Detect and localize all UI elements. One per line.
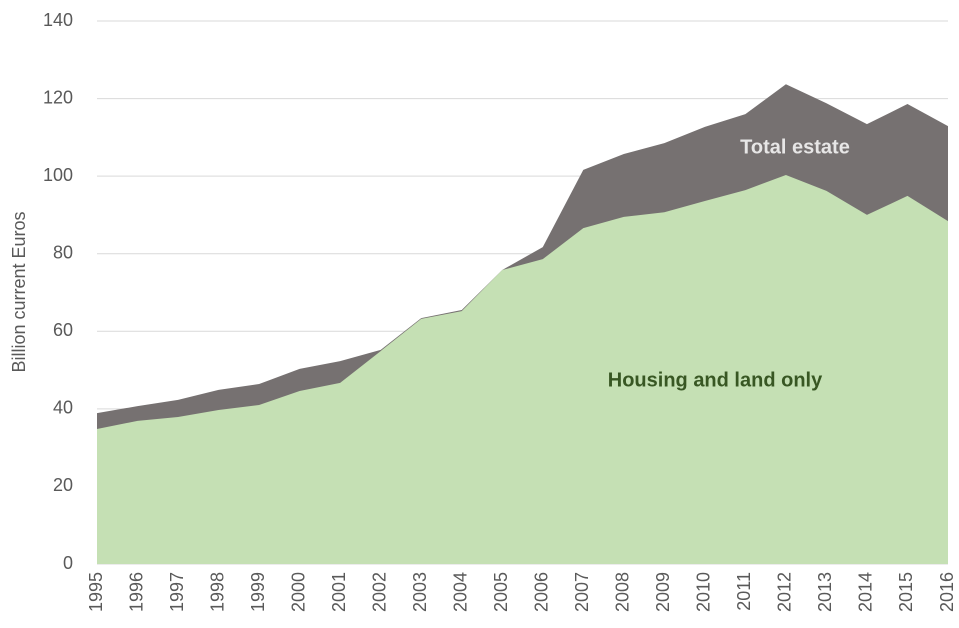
x-tick-label: 1999 [248, 572, 268, 612]
x-tick-label: 2009 [653, 572, 673, 612]
y-tick-label: 120 [43, 87, 73, 107]
y-tick-label: 140 [43, 10, 73, 30]
x-tick-label: 2010 [694, 572, 714, 612]
x-tick-label: 2016 [937, 572, 957, 612]
x-tick-label: 2015 [896, 572, 916, 612]
x-tick-label: 2004 [450, 572, 470, 612]
x-tick-label: 2003 [410, 572, 430, 612]
x-tick-label: 2001 [329, 572, 349, 612]
x-tick-label: 1997 [167, 572, 187, 612]
y-tick-label: 60 [53, 320, 73, 340]
x-tick-label: 2012 [775, 572, 795, 612]
x-tick-label: 2013 [815, 572, 835, 612]
series-label: Housing and land only [608, 369, 823, 391]
y-tick-label: 20 [53, 475, 73, 495]
x-tick-label: 2005 [491, 572, 511, 612]
x-tick-label: 2000 [288, 572, 308, 612]
y-tick-label: 40 [53, 398, 73, 418]
y-tick-label: 0 [63, 553, 73, 573]
series-label: Total estate [740, 136, 850, 158]
x-tick-label: 2011 [734, 572, 754, 611]
x-tick-label: 1996 [126, 572, 146, 612]
x-tick-label: 2002 [369, 572, 389, 612]
y-tick-label: 100 [43, 165, 73, 185]
x-tick-label: 2007 [572, 572, 592, 612]
x-tick-label: 1995 [86, 572, 106, 612]
x-tick-label: 2014 [856, 572, 876, 612]
x-tick-label: 2008 [613, 572, 633, 612]
x-tick-label: 1998 [207, 572, 227, 612]
x-tick-label: 2006 [532, 572, 552, 612]
y-axis-label: Billion current Euros [9, 211, 29, 372]
area [97, 174, 948, 564]
y-tick-label: 80 [53, 242, 73, 262]
